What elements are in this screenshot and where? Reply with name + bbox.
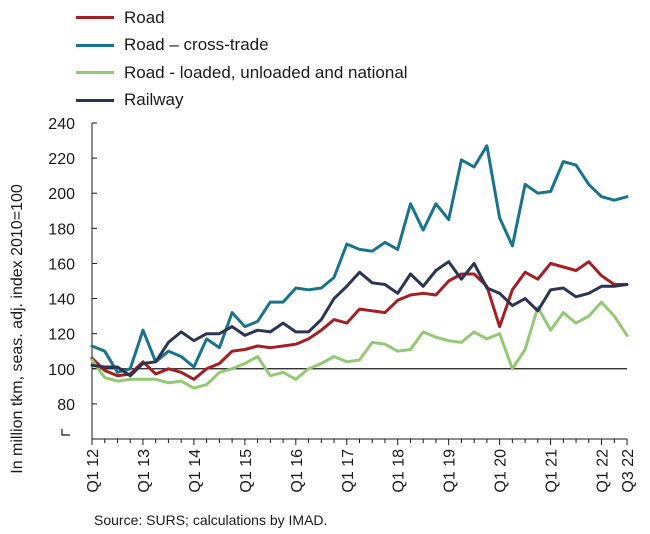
x-tick-label: Q1 22 (595, 449, 612, 493)
legend-swatch-road-cross-trade (76, 43, 114, 47)
legend-label: Road - loaded, unloaded and national (124, 62, 408, 82)
y-tick-label: 100 (48, 362, 75, 379)
legend-swatch-railway (76, 98, 114, 102)
x-tick-label: Q1 19 (442, 449, 459, 493)
legend-label: Railway (124, 90, 184, 110)
series-line-2 (90, 300, 629, 390)
y-axis: 80 100 120 140 160 180 200 220 240 (48, 116, 97, 439)
axis-break-mark (61, 429, 70, 436)
legend-item: Road (76, 4, 408, 32)
x-tick-label: Q1 13 (136, 449, 153, 493)
series-layer (90, 144, 629, 390)
series-line-1 (90, 144, 629, 374)
x-tick-label: Q1 16 (289, 449, 306, 493)
y-tick-label: 180 (48, 221, 75, 238)
x-tick-label: Q1 15 (238, 449, 255, 493)
y-tick-label: 220 (48, 151, 75, 168)
x-tick-label: Q1 18 (391, 449, 408, 493)
y-tick-label: 120 (48, 327, 75, 344)
source-note: Source: SURS; calculations by IMAD. (94, 512, 328, 528)
legend-item: Railway (76, 87, 408, 115)
y-tick-label: 240 (48, 116, 75, 133)
legend-item: Road - loaded, unloaded and national (76, 59, 408, 87)
x-tick-label: Q1 17 (340, 449, 357, 493)
legend-label: Road – cross-trade (124, 35, 269, 55)
y-tick-label: 160 (48, 256, 75, 273)
legend-item: Road – cross-trade (76, 32, 408, 60)
y-tick-label: 80 (57, 397, 75, 414)
legend-swatch-road-loaded (76, 71, 114, 75)
legend-swatch-road (76, 16, 114, 20)
x-axis: Q1 12 Q1 13 Q1 14 Q1 15 Q1 16 Q1 17 Q1 18 Q1 19… (85, 438, 637, 493)
y-axis-title: In million tkm, seas. adj. index 2010=10… (9, 184, 26, 474)
y-tick-label: 140 (48, 292, 75, 309)
x-tick-label: Q1 21 (544, 449, 561, 493)
legend-label: Road (124, 7, 165, 27)
x-tick-label: Q3 22 (620, 449, 637, 493)
legend: Road Road – cross-trade Road - loaded, u… (76, 4, 408, 114)
x-tick-label: Q1 12 (85, 449, 102, 493)
x-tick-label: Q1 20 (493, 449, 510, 493)
series-line-3 (90, 260, 629, 378)
x-tick-label: Q1 14 (187, 449, 204, 493)
y-tick-label: 200 (48, 186, 75, 203)
series-line-0 (90, 260, 629, 381)
